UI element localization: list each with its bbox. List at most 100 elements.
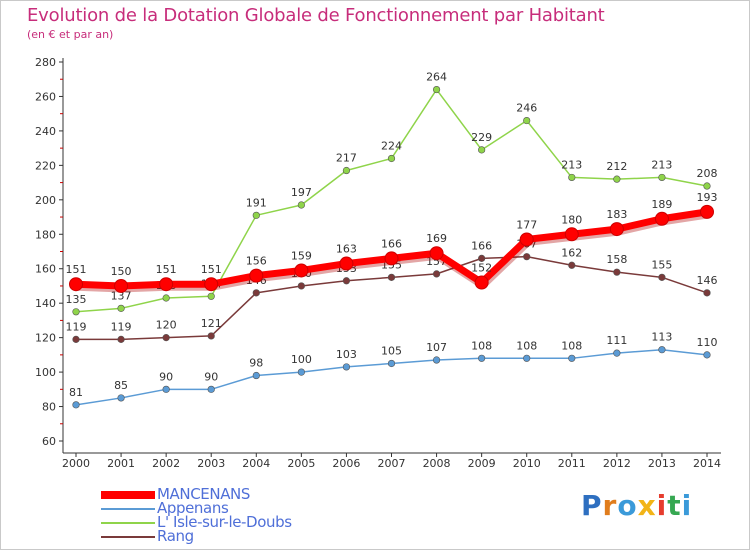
- data-label-rang: 146: [697, 274, 718, 287]
- data-label-l-isle-sur-le-doubs: 224: [381, 139, 402, 152]
- data-label-mancenans: 159: [291, 249, 312, 262]
- point-mancenans: [609, 222, 624, 237]
- x-tick-label: 2011: [558, 457, 586, 470]
- x-tick-label: 2000: [62, 457, 90, 470]
- point-l-isle-sur-le-doubs: [703, 182, 711, 190]
- x-tick-label: 2005: [287, 457, 315, 470]
- chart-subtitle: (en € et par an): [27, 28, 114, 41]
- point-rang: [703, 289, 711, 297]
- point-l-isle-sur-le-doubs: [72, 308, 80, 316]
- point-appenans: [207, 385, 215, 393]
- point-mancenans: [339, 256, 354, 271]
- x-tick-label: 2012: [603, 457, 631, 470]
- x-tick-label: 2014: [693, 457, 721, 470]
- logo-letter: P: [581, 489, 603, 522]
- point-mancenans: [204, 277, 219, 292]
- data-label-rang: 162: [561, 246, 582, 259]
- y-tick-label: 280: [35, 56, 56, 69]
- data-label-appenans: 90: [159, 370, 173, 383]
- point-appenans: [162, 385, 170, 393]
- point-l-isle-sur-le-doubs: [162, 294, 170, 302]
- data-label-l-isle-sur-le-doubs: 213: [561, 158, 582, 171]
- data-label-l-isle-sur-le-doubs: 246: [516, 102, 537, 115]
- data-label-l-isle-sur-le-doubs: 212: [606, 160, 627, 173]
- data-label-appenans: 108: [516, 339, 537, 352]
- point-rang: [523, 253, 531, 261]
- y-tick-label: 160: [35, 263, 56, 276]
- point-mancenans: [564, 227, 579, 242]
- logo-letter: r: [602, 489, 618, 522]
- point-rang: [478, 254, 486, 262]
- data-label-l-isle-sur-le-doubs: 217: [336, 152, 357, 165]
- point-l-isle-sur-le-doubs: [478, 146, 486, 154]
- point-rang: [432, 270, 441, 278]
- data-label-l-isle-sur-le-doubs: 191: [246, 196, 267, 209]
- y-tick-label: 60: [42, 435, 56, 448]
- point-rang: [658, 273, 666, 281]
- data-label-appenans: 85: [114, 379, 128, 392]
- data-label-appenans: 111: [606, 334, 627, 347]
- data-label-mancenans: 163: [336, 243, 357, 256]
- legend-label-rang: Rang: [157, 527, 194, 545]
- x-tick-label: 2013: [648, 457, 676, 470]
- point-l-isle-sur-le-doubs: [117, 304, 125, 312]
- data-label-appenans: 110: [697, 336, 718, 349]
- data-label-l-isle-sur-le-doubs: 264: [426, 71, 447, 84]
- legend-swatch-mancenans: [101, 491, 155, 499]
- data-label-rang: 119: [66, 320, 87, 333]
- point-rang: [342, 277, 351, 285]
- point-rang: [207, 332, 215, 340]
- data-label-appenans: 108: [471, 339, 492, 352]
- logo-letter: x: [637, 489, 657, 522]
- data-label-rang: 120: [156, 319, 177, 332]
- data-label-appenans: 81: [69, 386, 83, 399]
- point-rang: [297, 282, 305, 290]
- data-label-mancenans: 151: [156, 263, 177, 276]
- y-tick-label: 200: [35, 194, 56, 207]
- x-tick-label: 2002: [152, 457, 180, 470]
- data-label-appenans: 103: [336, 348, 357, 361]
- logo-letter: o: [617, 489, 638, 522]
- data-label-mancenans: 151: [201, 263, 222, 276]
- data-label-mancenans: 166: [381, 237, 402, 250]
- logo-letter: i: [656, 489, 668, 522]
- x-tick-label: 2009: [468, 457, 496, 470]
- data-label-appenans: 90: [204, 370, 218, 383]
- point-appenans: [387, 359, 396, 368]
- data-label-rang: 166: [471, 239, 492, 252]
- data-label-l-isle-sur-le-doubs: 208: [697, 167, 718, 180]
- point-appenans: [613, 349, 621, 357]
- point-appenans: [432, 356, 441, 364]
- point-rang: [162, 334, 170, 342]
- legend-swatch-appenans: [101, 508, 155, 510]
- point-l-isle-sur-le-doubs: [252, 211, 260, 219]
- point-l-isle-sur-le-doubs: [658, 173, 666, 182]
- data-label-rang: 121: [201, 317, 222, 330]
- data-label-mancenans: 189: [651, 198, 672, 211]
- data-label-appenans: 113: [651, 331, 672, 344]
- data-label-l-isle-sur-le-doubs: 197: [291, 186, 312, 199]
- data-label-appenans: 98: [249, 357, 263, 370]
- point-appenans: [478, 354, 486, 362]
- data-label-appenans: 108: [561, 339, 582, 352]
- point-mancenans: [519, 232, 534, 247]
- x-tick-label: 2003: [197, 457, 225, 470]
- x-tick-label: 2004: [242, 457, 270, 470]
- point-mancenans: [429, 246, 444, 261]
- data-label-mancenans: 180: [561, 213, 582, 226]
- point-mancenans: [249, 268, 264, 283]
- x-tick-label: 2010: [513, 457, 541, 470]
- point-mancenans: [384, 251, 399, 266]
- legend-swatch-l-isle-sur-le-doubs: [101, 522, 155, 524]
- data-label-mancenans: 177: [516, 218, 537, 231]
- data-label-mancenans: 193: [697, 191, 718, 204]
- data-label-l-isle-sur-le-doubs: 213: [651, 158, 672, 171]
- point-l-isle-sur-le-doubs: [523, 116, 531, 125]
- data-label-mancenans: 169: [426, 232, 447, 245]
- point-rang: [252, 289, 260, 297]
- data-label-appenans: 105: [381, 344, 402, 357]
- data-label-rang: 155: [651, 258, 672, 271]
- point-l-isle-sur-le-doubs: [613, 175, 621, 183]
- point-l-isle-sur-le-doubs: [207, 292, 215, 300]
